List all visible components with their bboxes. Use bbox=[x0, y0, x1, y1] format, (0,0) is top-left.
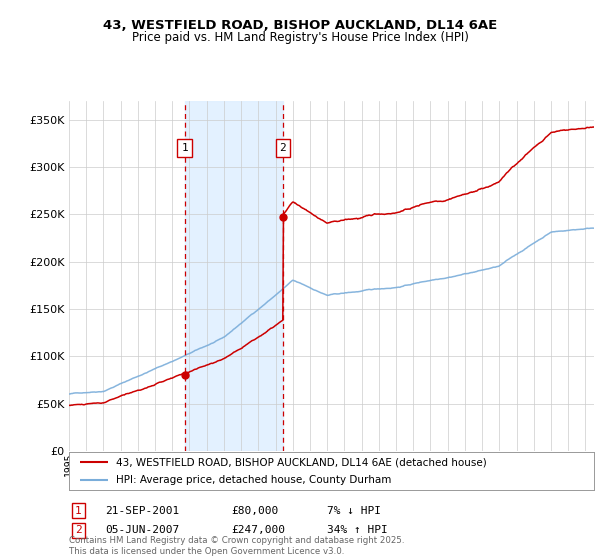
Text: 05-JUN-2007: 05-JUN-2007 bbox=[105, 525, 179, 535]
Text: 43, WESTFIELD ROAD, BISHOP AUCKLAND, DL14 6AE: 43, WESTFIELD ROAD, BISHOP AUCKLAND, DL1… bbox=[103, 18, 497, 32]
Text: Price paid vs. HM Land Registry's House Price Index (HPI): Price paid vs. HM Land Registry's House … bbox=[131, 31, 469, 44]
Text: 1: 1 bbox=[75, 506, 82, 516]
Text: £247,000: £247,000 bbox=[231, 525, 285, 535]
Text: 2: 2 bbox=[280, 143, 286, 153]
Text: 2: 2 bbox=[75, 525, 82, 535]
Text: 7% ↓ HPI: 7% ↓ HPI bbox=[327, 506, 381, 516]
Text: 34% ↑ HPI: 34% ↑ HPI bbox=[327, 525, 388, 535]
Bar bbox=[185, 101, 283, 451]
Text: 1: 1 bbox=[181, 143, 188, 153]
Text: 21-SEP-2001: 21-SEP-2001 bbox=[105, 506, 179, 516]
Text: Contains HM Land Registry data © Crown copyright and database right 2025.
This d: Contains HM Land Registry data © Crown c… bbox=[69, 536, 404, 556]
Text: 43, WESTFIELD ROAD, BISHOP AUCKLAND, DL14 6AE (detached house): 43, WESTFIELD ROAD, BISHOP AUCKLAND, DL1… bbox=[116, 457, 487, 467]
Text: HPI: Average price, detached house, County Durham: HPI: Average price, detached house, Coun… bbox=[116, 475, 392, 485]
Text: £80,000: £80,000 bbox=[231, 506, 278, 516]
